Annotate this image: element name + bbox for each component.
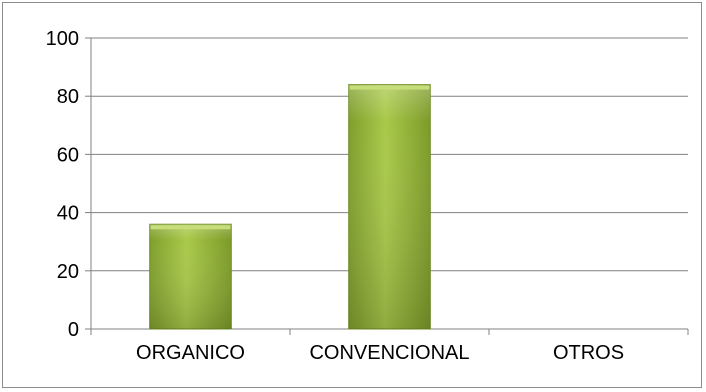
x-tick-label: OTROS [553,342,624,364]
y-tick-label: 40 [57,203,79,225]
bar-organico [149,223,232,330]
bar-top-highlight [150,225,231,230]
bar-shading [149,224,232,329]
bar-shading [348,84,431,329]
bar-top-highlight [349,85,430,90]
y-tick-label: 80 [57,86,79,108]
y-tick-label: 0 [68,319,79,341]
x-tick-label: CONVENCIONAL [309,342,469,364]
bar-convencional [348,84,431,330]
y-tick-label: 100 [46,28,79,50]
x-tick-label: ORGANICO [136,342,245,364]
bars [149,84,431,330]
tick-labels: 0 20 40 60 80 100 ORGANICO CONVENCIONAL OTROS [46,28,624,364]
y-tick-label: 60 [57,144,79,166]
y-tick-label: 20 [57,261,79,283]
